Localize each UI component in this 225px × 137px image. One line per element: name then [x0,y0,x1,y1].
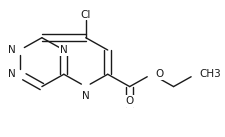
Text: N: N [8,45,15,55]
Text: N: N [60,45,68,55]
Text: N: N [8,69,15,79]
Text: Cl: Cl [80,10,91,20]
Text: CH3: CH3 [198,69,220,79]
Text: O: O [155,69,163,79]
Text: N: N [81,91,89,101]
Text: O: O [125,96,133,106]
